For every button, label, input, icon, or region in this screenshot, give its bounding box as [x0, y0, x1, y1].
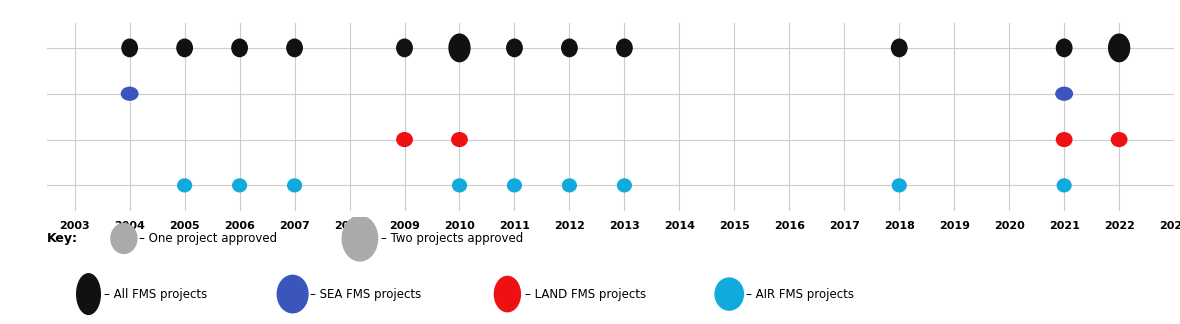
- Ellipse shape: [177, 39, 192, 57]
- Ellipse shape: [1109, 34, 1129, 62]
- Ellipse shape: [1056, 87, 1073, 100]
- Ellipse shape: [1057, 179, 1071, 192]
- Ellipse shape: [892, 179, 906, 192]
- Ellipse shape: [1112, 133, 1127, 146]
- Text: Key:: Key:: [47, 232, 78, 245]
- Ellipse shape: [396, 39, 412, 57]
- Text: – Two projects approved: – Two projects approved: [381, 232, 524, 245]
- Text: – SEA FMS projects: – SEA FMS projects: [310, 288, 421, 301]
- Ellipse shape: [122, 87, 138, 100]
- Text: – One project approved: – One project approved: [139, 232, 277, 245]
- Ellipse shape: [507, 179, 522, 192]
- Ellipse shape: [1056, 39, 1071, 57]
- Text: – All FMS projects: – All FMS projects: [104, 288, 206, 301]
- Ellipse shape: [277, 275, 308, 313]
- Ellipse shape: [715, 278, 743, 310]
- Ellipse shape: [617, 179, 631, 192]
- Ellipse shape: [232, 179, 247, 192]
- Ellipse shape: [563, 179, 576, 192]
- Ellipse shape: [396, 133, 412, 146]
- Text: – AIR FMS projects: – AIR FMS projects: [746, 288, 854, 301]
- Ellipse shape: [450, 34, 470, 62]
- Ellipse shape: [122, 39, 137, 57]
- Ellipse shape: [1056, 133, 1071, 146]
- Ellipse shape: [288, 179, 301, 192]
- Ellipse shape: [494, 276, 520, 312]
- Ellipse shape: [617, 39, 632, 57]
- Ellipse shape: [287, 39, 302, 57]
- Ellipse shape: [506, 39, 522, 57]
- Ellipse shape: [892, 39, 907, 57]
- Ellipse shape: [342, 216, 378, 261]
- Ellipse shape: [77, 274, 100, 314]
- Ellipse shape: [178, 179, 191, 192]
- Ellipse shape: [232, 39, 248, 57]
- Ellipse shape: [452, 133, 467, 146]
- Ellipse shape: [453, 179, 466, 192]
- Ellipse shape: [562, 39, 577, 57]
- Ellipse shape: [111, 224, 137, 253]
- Text: – LAND FMS projects: – LAND FMS projects: [525, 288, 647, 301]
